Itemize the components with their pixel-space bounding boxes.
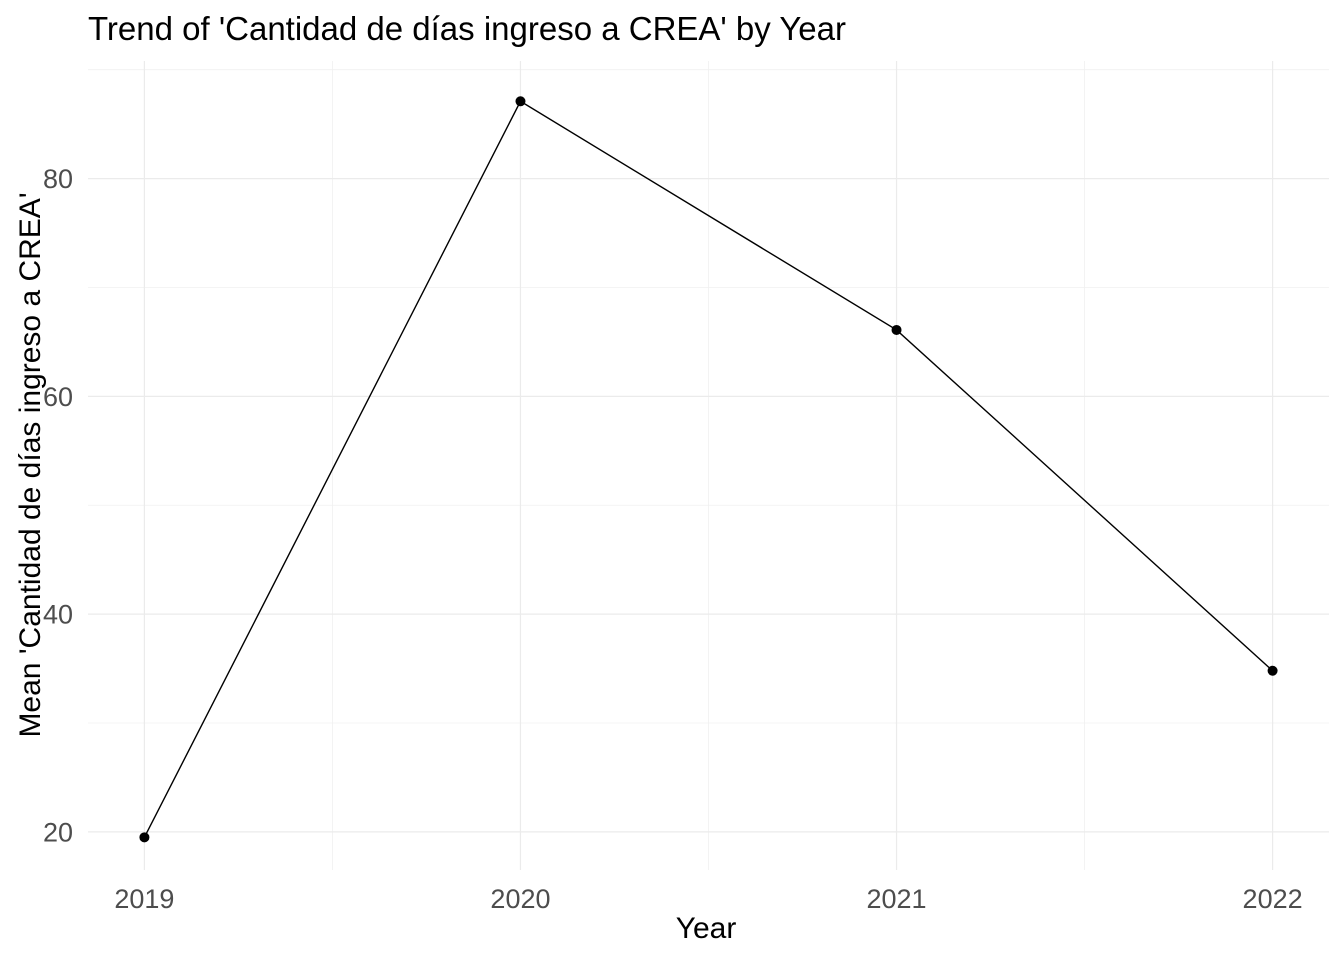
y-tick-label: 60 xyxy=(43,382,73,412)
data-point xyxy=(891,324,902,335)
y-tick-label: 40 xyxy=(43,600,73,630)
x-tick-label: 2021 xyxy=(866,884,926,914)
data-point xyxy=(1267,665,1278,676)
data-point xyxy=(139,832,150,843)
x-tick-label: 2020 xyxy=(490,884,550,914)
y-tick-label: 20 xyxy=(43,817,73,847)
trend-line xyxy=(143,100,1274,838)
y-axis-title: Mean 'Cantidad de días ingreso a CREA' xyxy=(14,192,47,738)
y-tick-label: 80 xyxy=(43,164,73,194)
x-axis-title: Year xyxy=(675,912,737,945)
x-tick-label: 2022 xyxy=(1243,884,1303,914)
data-point xyxy=(515,96,526,107)
chart-title: Trend of 'Cantidad de días ingreso a CRE… xyxy=(88,10,847,47)
x-tick-label: 2019 xyxy=(114,884,174,914)
